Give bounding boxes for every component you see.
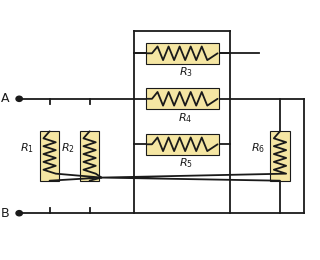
FancyBboxPatch shape (270, 131, 290, 181)
FancyBboxPatch shape (146, 134, 219, 155)
Circle shape (16, 211, 22, 216)
FancyBboxPatch shape (146, 88, 219, 109)
Text: B: B (1, 207, 10, 220)
Text: $R_2$: $R_2$ (60, 141, 75, 155)
Text: $R_3$: $R_3$ (179, 66, 193, 80)
Circle shape (16, 96, 22, 101)
Text: $R_4$: $R_4$ (179, 111, 193, 125)
Text: $R_5$: $R_5$ (179, 157, 193, 171)
FancyBboxPatch shape (146, 43, 219, 64)
Text: $R_1$: $R_1$ (20, 141, 35, 155)
FancyBboxPatch shape (40, 131, 60, 181)
Text: A: A (1, 92, 10, 105)
Text: $R_6$: $R_6$ (251, 141, 265, 155)
FancyBboxPatch shape (80, 131, 99, 181)
